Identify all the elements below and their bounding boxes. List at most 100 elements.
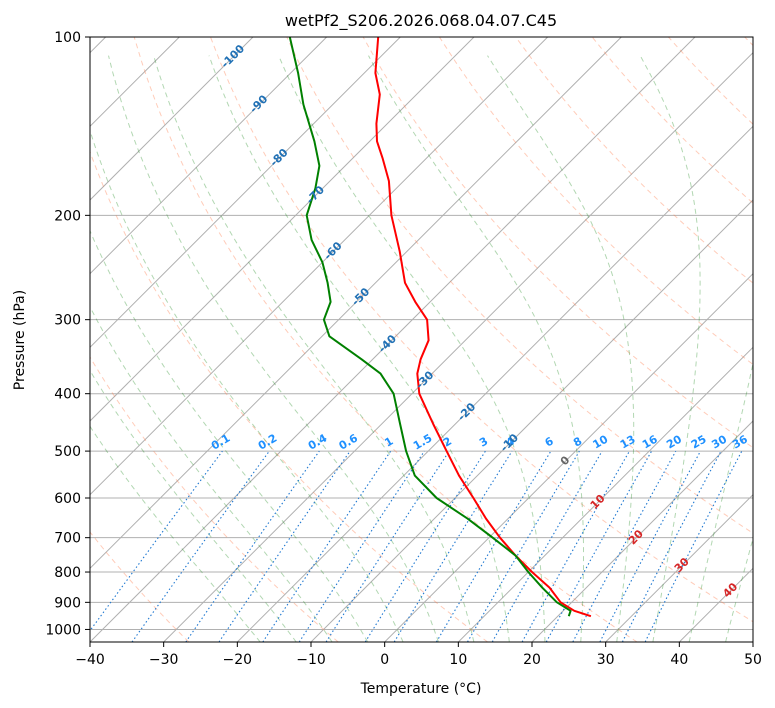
mixing-ratio-label: 13 [618,433,638,452]
dry-adiabat [515,37,753,284]
moist-adiabat [108,55,439,642]
moist-adiabat [368,55,584,642]
dry-adiabat [133,37,638,642]
x-tick-label: −20 [223,652,253,668]
x-tick-label: −40 [75,652,105,668]
moist-adiabat [90,229,369,642]
moist-adiabat [278,55,546,642]
mixing-ratio-label: 25 [689,433,709,452]
dry-adiabat [591,37,753,204]
mixing-ratio-label: 2 [441,435,454,450]
moist-adiabat [639,55,701,642]
x-axis-title: Temperature (°C) [360,681,482,697]
isotherm [678,567,753,642]
y-tick-label: 600 [54,491,81,507]
mixing-ratio-label: 0.4 [306,431,330,452]
x-tick-label: 30 [597,652,615,668]
background-lines [90,37,753,642]
mixing-ratio-line [325,450,450,642]
mixing-ratio-line [545,450,653,642]
mixing-ratio-label: 16 [640,432,660,451]
isotherm [90,37,696,642]
moist-adiabat [90,128,404,642]
y-tick-label: 100 [54,30,81,46]
mixing-ratio-line [393,450,513,642]
isotherm [163,51,753,642]
mixing-ratio-line [364,450,486,642]
isotherm [90,37,254,201]
y-tick-label: 300 [54,313,81,329]
y-tick-label: 900 [54,595,81,611]
x-tick-label: −10 [296,652,326,668]
y-tick-label: 700 [54,531,81,547]
mixing-ratio-line [131,450,270,642]
isotherm [90,37,549,496]
isotherm [90,37,401,349]
isotherm [752,641,753,642]
series-line-temperature [374,37,592,618]
isotherm [90,37,328,275]
mixing-ratio-label: 1 [382,435,395,450]
mixing-ratio-line [90,450,223,632]
mixing-ratio-line [262,450,392,642]
isotherm [310,199,753,642]
mixing-ratio-line [467,450,580,642]
mixing-ratio-label: 10 [591,432,611,451]
plot-frame [89,36,754,643]
x-axis: −40 −30 −20 −10 0 10 20 30 40 50 [75,642,762,668]
x-tick-label: 50 [744,652,762,668]
mixing-ratio-label: 8 [571,435,584,450]
chart-title: wetPf2_S206.2026.068.04.07.C45 [285,11,557,31]
isotherm [90,37,475,422]
mixing-ratio-line [621,450,722,642]
y-tick-label: 1000 [45,622,81,638]
isotherm [531,420,753,642]
moist-adiabat [90,369,297,642]
dry-adiabat [90,531,190,642]
moist-adiabat [208,55,510,642]
mixing-ratio-label: 3 [477,435,490,450]
y-axis-title: Pressure (hPa) [12,290,28,390]
moist-adiabat [153,55,475,642]
dry-adiabat [286,37,753,534]
mixing-ratio-label: 1.5 [411,432,434,453]
mixing-ratio-line [644,450,743,642]
series-lines [288,37,592,618]
mixing-ratio-line [599,450,701,642]
moist-adiabat [487,55,635,642]
y-tick-label: 400 [54,387,81,403]
mixing-ratio-line [218,450,351,642]
dry-adiabat [438,37,753,366]
mixing-ratio-line [572,450,677,642]
x-tick-label: 0 [380,652,389,668]
mixing-ratio-label: 30 [709,432,729,451]
y-axis: 100 200 300 400 500 600 700 800 900 1000 [45,30,90,638]
line-labels: 0.1 0.2 0.4 0.6 1 1.5 2 3 4 6 8 10 13 16 20 25 30 36-100-… [209,42,750,600]
mixing-ratio-line [298,450,425,642]
dry-adiabat [362,37,753,449]
x-tick-label: 20 [523,652,541,668]
isotherm [236,125,753,642]
isotherm [90,37,622,570]
moist-adiabat [90,305,333,642]
x-tick-label: −30 [149,652,179,668]
dry-adiabat [668,37,753,125]
mixing-ratio-label: 36 [730,432,750,451]
dry-adiabat [90,356,339,642]
isotherm [605,493,753,642]
series-line-dewpoint [288,37,572,617]
isotherm [384,272,753,642]
mixing-ratio-line [185,450,320,642]
y-tick-label: 800 [54,565,81,581]
moist-adiabat [90,425,261,642]
dry-adiabat [210,37,753,623]
x-tick-label: 40 [670,652,688,668]
mixing-ratio-label: 0.1 [209,432,232,453]
dry-adiabat [90,150,488,642]
y-tick-label: 500 [54,444,81,460]
moist-adiabat [688,361,753,642]
isotherm [457,346,753,642]
mixing-ratio-line [435,450,552,642]
y-tick-label: 200 [54,208,81,224]
